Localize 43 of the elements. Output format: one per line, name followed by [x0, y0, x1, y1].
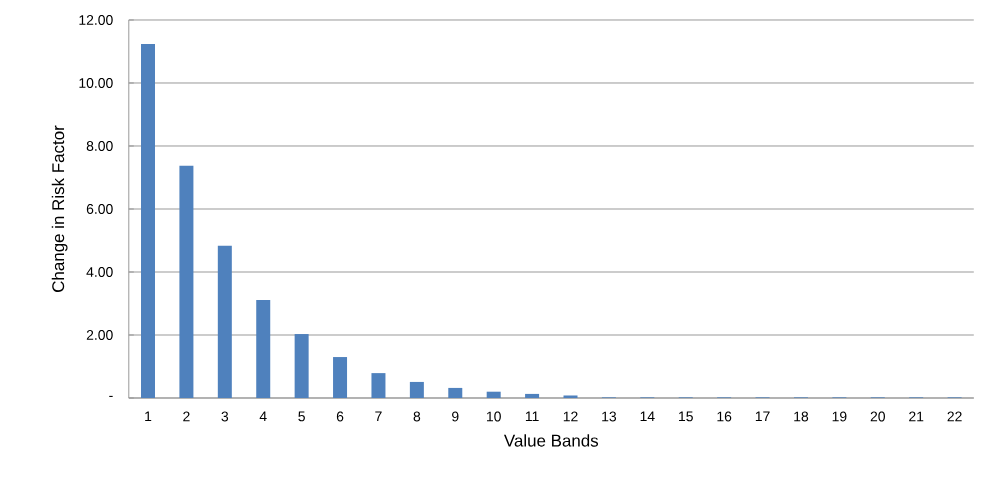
x-tick-label: 18 [794, 411, 809, 422]
bar [409, 381, 424, 398]
x-tick-label: 13 [602, 411, 617, 422]
x-tick-label: 22 [947, 411, 962, 422]
y-tick-label: 6.00 [86, 204, 113, 214]
y-tick-label: 8.00 [86, 141, 113, 151]
bar [486, 391, 501, 398]
bar [371, 373, 386, 398]
bar [448, 387, 463, 398]
x-tick-label: 8 [413, 411, 421, 422]
x-tick-label: 21 [909, 411, 924, 422]
x-tick-label: 2 [183, 411, 190, 422]
x-tick-label: 7 [375, 411, 382, 422]
bar [179, 165, 194, 398]
x-tick-label: 17 [755, 411, 770, 422]
y-tick-label: - [109, 395, 113, 397]
y-tick-label: 4.00 [86, 267, 113, 277]
x-tick-label: 6 [336, 411, 344, 422]
y-tick-label: 12.00 [79, 15, 113, 25]
x-tick-label: 19 [832, 411, 847, 422]
bar [333, 357, 348, 398]
bar [141, 43, 155, 398]
x-tick-label: 10 [486, 411, 501, 422]
x-tick-label: 15 [679, 411, 693, 422]
y-axis-title: Change in Risk Factor [51, 125, 68, 292]
y-tick-label: 10.00 [79, 78, 113, 88]
x-tick-label: 11 [525, 411, 539, 422]
bar [525, 393, 540, 398]
x-tick-label: 1 [145, 411, 152, 422]
x-tick-label: 5 [298, 411, 305, 422]
x-tick-label: 16 [717, 411, 732, 422]
x-tick-label: 3 [221, 411, 229, 422]
x-tick-label: 20 [870, 411, 885, 422]
y-tick-label: 2.00 [86, 330, 113, 340]
x-tick-label: 12 [563, 411, 578, 422]
bar [256, 300, 271, 398]
bar [294, 334, 309, 398]
x-tick-label: 9 [452, 411, 459, 422]
x-axis-title: Value Bands [503, 434, 599, 447]
bar [563, 395, 578, 398]
bar [217, 245, 232, 398]
x-tick-label: 14 [640, 411, 655, 422]
x-tick-label: 4 [259, 411, 267, 422]
